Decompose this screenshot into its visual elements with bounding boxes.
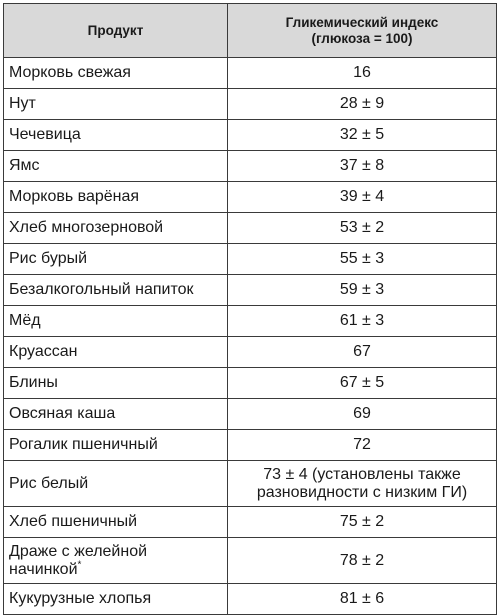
product-name-cell: Морковь варёная — [3, 181, 228, 213]
product-name-cell: Чечевица — [3, 119, 228, 151]
table-row: Мёд 61 ± 3 — [3, 305, 497, 337]
table-row: Безалкогольный напиток 59 ± 3 — [3, 274, 497, 306]
product-name-cell: Рис бурый — [3, 243, 228, 275]
product-name-cell: Безалкогольный напиток — [3, 274, 228, 306]
product-name-cell: Овсяная каша — [3, 398, 228, 430]
table-row: Ямс 37 ± 8 — [3, 150, 497, 182]
table-row: Драже с желейной начинкой* 78 ± 2 — [3, 537, 497, 584]
gi-value-cell: 55 ± 3 — [227, 243, 497, 275]
product-name-cell: Мёд — [3, 305, 228, 337]
table-row: Рис белый 73 ± 4 (установлены также разн… — [3, 460, 497, 507]
table-row: Морковь варёная 39 ± 4 — [3, 181, 497, 213]
table-row: Овсяная каша 69 — [3, 398, 497, 430]
gi-value-cell: 16 — [227, 57, 497, 89]
product-name-cell: Рогалик пшеничный — [3, 429, 228, 461]
product-name-cell: Хлеб пшеничный — [3, 506, 228, 538]
glycemic-index-table: Продукт Гликемический индекс (глюкоза = … — [3, 3, 497, 615]
table-body: Морковь свежая 16 Нут 28 ± 9 Чечевица 32… — [3, 57, 497, 615]
column-header-gi-reference: (глюкоза = 100) — [311, 30, 413, 46]
glycemic-index-table-container: Продукт Гликемический индекс (глюкоза = … — [3, 3, 497, 615]
product-name-cell: Хлеб многозерновой — [3, 212, 228, 244]
product-name-cell: Драже с желейной начинкой* — [3, 537, 228, 584]
gi-value-cell: 78 ± 2 — [227, 537, 497, 584]
product-name-cell: Круассан — [3, 336, 228, 368]
gi-value-cell: 61 ± 3 — [227, 305, 497, 337]
gi-value-cell: 37 ± 8 — [227, 150, 497, 182]
gi-value-cell: 72 — [227, 429, 497, 461]
gi-value-cell: 73 ± 4 (установлены также разновидности … — [227, 460, 497, 507]
table-row: Нут 28 ± 9 — [3, 88, 497, 120]
table-row: Блины 67 ± 5 — [3, 367, 497, 399]
product-name-cell: Рис белый — [3, 460, 228, 507]
product-name-cell: Блины — [3, 367, 228, 399]
column-header-glycemic-index: Гликемический индекс (глюкоза = 100) — [227, 3, 497, 58]
product-name-cell: Морковь свежая — [3, 57, 228, 89]
header-row: Продукт Гликемический индекс (глюкоза = … — [3, 3, 497, 58]
product-name-cell: Нут — [3, 88, 228, 120]
product-name-text: Драже с желейной начинкой — [9, 542, 148, 578]
gi-value-cell: 53 ± 2 — [227, 212, 497, 244]
footnote-marker: * — [77, 559, 82, 571]
table-row: Рогалик пшеничный 72 — [3, 429, 497, 461]
product-name-cell: Кукурузные хлопья — [3, 583, 228, 615]
table-row: Хлеб многозерновой 53 ± 2 — [3, 212, 497, 244]
gi-value-cell: 69 — [227, 398, 497, 430]
gi-value-cell: 67 — [227, 336, 497, 368]
table-row: Круассан 67 — [3, 336, 497, 368]
column-header-gi-title: Гликемический индекс — [285, 14, 439, 30]
gi-value-cell: 67 ± 5 — [227, 367, 497, 399]
gi-value-cell: 28 ± 9 — [227, 88, 497, 120]
product-name-cell: Ямс — [3, 150, 228, 182]
table-row: Кукурузные хлопья 81 ± 6 — [3, 583, 497, 615]
table-header: Продукт Гликемический индекс (глюкоза = … — [3, 3, 497, 58]
column-header-product: Продукт — [3, 3, 228, 58]
table-row: Хлеб пшеничный 75 ± 2 — [3, 506, 497, 538]
gi-value-cell: 75 ± 2 — [227, 506, 497, 538]
gi-value-cell: 81 ± 6 — [227, 583, 497, 615]
gi-value-cell: 39 ± 4 — [227, 181, 497, 213]
gi-value-cell: 59 ± 3 — [227, 274, 497, 306]
table-row: Рис бурый 55 ± 3 — [3, 243, 497, 275]
table-row: Чечевица 32 ± 5 — [3, 119, 497, 151]
gi-value-cell: 32 ± 5 — [227, 119, 497, 151]
table-row: Морковь свежая 16 — [3, 57, 497, 89]
